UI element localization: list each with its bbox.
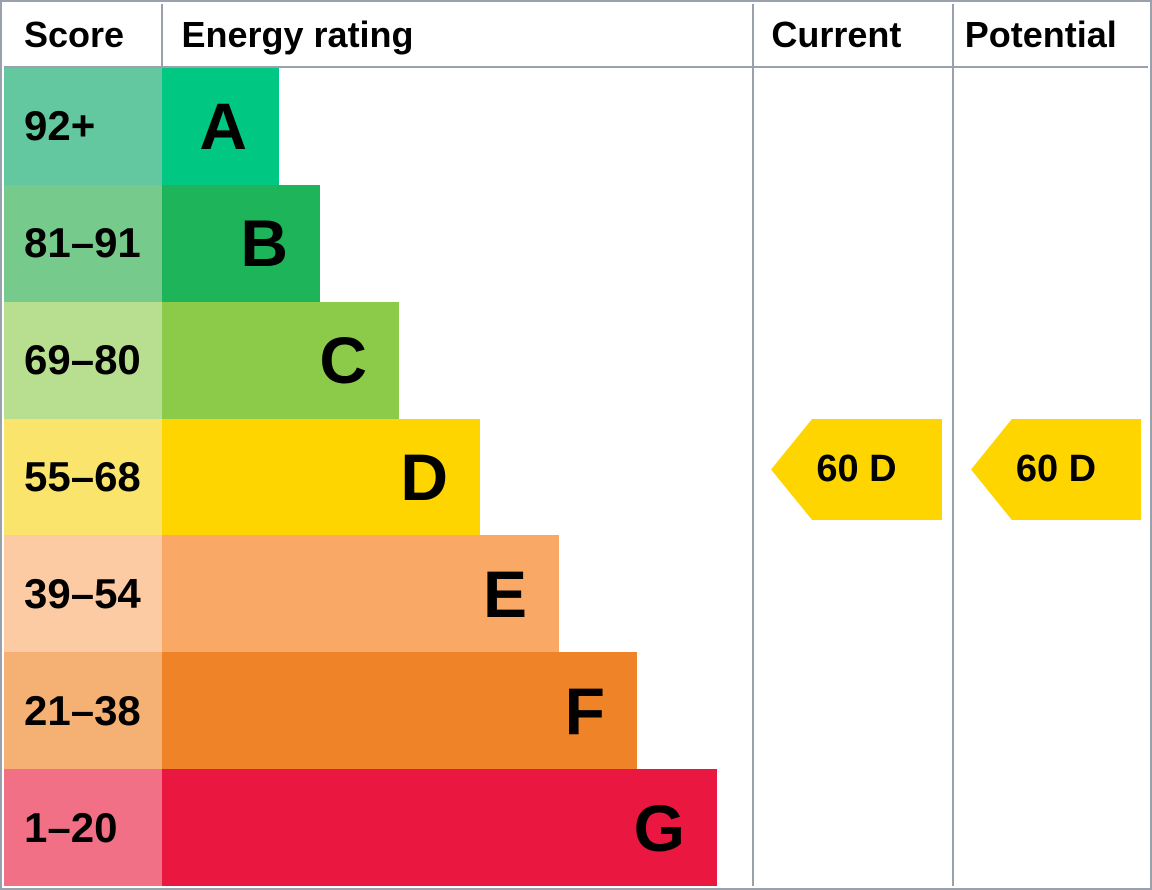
band-letter-b: B [240,206,288,281]
score-cell-c: 69–80 [4,301,162,419]
band-letter-f: F [564,673,605,748]
band-letter-g: G [633,790,685,865]
band-row-g: 1–20 G [4,769,1148,887]
score-cell-f: 21–38 [4,652,162,770]
header-bottom-border [4,66,1148,68]
energy-band-bar-b: B [162,184,320,302]
header-score: Score [24,14,125,55]
band-letter-e: E [482,556,527,631]
score-cell-b: 81–91 [4,184,162,302]
energy-band-bar-g: G [162,769,717,887]
band-row-b: 81–91 B [4,184,1148,302]
energy-band-bar-a: A [162,68,279,185]
score-range-label: 55–68 [24,453,141,500]
potential-rating-arrow: 60 D [971,419,1141,520]
score-cell-e: 39–54 [4,535,162,653]
band-row-a: 92+ A [4,68,1148,185]
header-score-divider [161,4,164,66]
band-row-e: 39–54 E [4,535,1148,653]
current-rating-arrow: 60 D [771,419,942,520]
potential-rating-label: 60 D [1015,448,1097,490]
band-row-c: 69–80 C [4,301,1148,419]
score-range-label: 92+ [24,102,96,150]
score-range-label: 21–38 [24,686,141,734]
score-range-label: 81–91 [24,219,141,267]
potential-column-divider [952,4,954,886]
header-current: Current [771,14,902,55]
score-cell-a: 92+ [4,68,162,185]
band-letter-d: D [400,440,448,514]
energy-band-bar-d: D [162,418,480,536]
score-range-label: 39–54 [24,569,141,617]
band-rows: 92+ A 81–91 B 69–80 C 55–68 D 39–54 E 21… [4,68,1148,887]
energy-band-bar-e: E [162,535,559,653]
current-rating-label: 60 D [816,448,897,490]
energy-band-bar-f: F [162,652,637,770]
band-row-d: 55–68 D [4,418,1148,536]
header-energy-rating: Energy rating [181,14,414,55]
band-row-f: 21–38 F [4,652,1148,770]
chart-header: Score Energy rating Current Potential [4,4,1148,66]
header-potential: Potential [964,14,1117,55]
energy-band-bar-c: C [162,301,399,419]
band-letter-c: C [319,323,367,398]
current-column-divider [752,4,754,886]
score-range-label: 1–20 [24,803,118,851]
score-range-label: 69–80 [24,336,141,384]
score-cell-d: 55–68 [4,418,162,536]
score-cell-g: 1–20 [4,769,162,887]
band-letter-a: A [199,89,247,164]
